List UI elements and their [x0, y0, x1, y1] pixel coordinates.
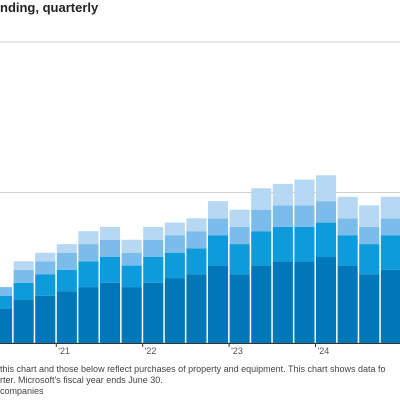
bar-q10-seg2: [186, 248, 207, 275]
bar-q6-seg3: [100, 239, 121, 257]
bar-q11-seg4: [208, 201, 229, 219]
bar-q2-seg4: [13, 261, 34, 270]
bar-q14-seg3: [272, 205, 293, 227]
bar-q13-seg3: [251, 209, 272, 232]
bar-q15-seg2: [294, 226, 315, 262]
bar-q4-seg3: [56, 252, 77, 270]
bar-q13-seg4: [251, 188, 272, 210]
bar-q5-seg2: [78, 261, 99, 288]
bar-q19-seg3: [380, 218, 400, 236]
note-line: this chart and those below reflect purch…: [0, 364, 386, 374]
bar-q11-seg1: [208, 265, 229, 343]
bar-q9-seg1: [164, 278, 185, 343]
x-axis: '21 '22 '23 '24: [55, 343, 330, 356]
bar-q5-seg1: [78, 287, 99, 343]
bar-q16-seg1: [316, 257, 337, 343]
bar-q8-seg4: [143, 226, 164, 240]
bar-q3-seg1: [35, 295, 56, 343]
bar-q8-seg2: [143, 257, 164, 283]
bar-q16-seg3: [316, 201, 337, 223]
bar-q9-seg3: [164, 235, 185, 253]
bar-q10-seg3: [186, 231, 207, 249]
bar-q15-seg4: [294, 179, 315, 206]
bar-q8-seg3: [143, 239, 164, 257]
bar-q16-seg2: [316, 222, 337, 257]
bar-q7-seg4: [121, 239, 142, 253]
bar-q18-seg4: [359, 205, 380, 227]
note-line: companies: [0, 386, 44, 396]
bar-q5-seg3: [78, 244, 99, 262]
bar-q13-seg2: [251, 231, 272, 266]
bar-q15-seg1: [294, 261, 315, 343]
bar-q19-seg2: [380, 235, 400, 270]
bar-q4-seg4: [56, 244, 77, 253]
bar-q2-seg1: [13, 300, 34, 343]
bar-q2-seg2: [13, 282, 34, 300]
bar-q18-seg3: [359, 226, 380, 245]
stacked-bar-chart: '21 '22 '23 '24: [0, 41, 400, 356]
bar-q18-seg1: [359, 274, 380, 343]
bar-q9-seg2: [164, 252, 185, 279]
bar-q11-seg2: [208, 235, 229, 266]
x-tick-label: '24: [318, 346, 330, 356]
bar-q14-seg1: [272, 261, 293, 343]
bar-q8-seg1: [143, 282, 164, 343]
bar-q15-seg3: [294, 205, 315, 227]
bar-q14-seg2: [272, 226, 293, 262]
chart-notes: this chart and those below reflect purch…: [0, 364, 400, 397]
bar-q17-seg3: [337, 218, 358, 236]
x-tick-label: '22: [145, 346, 157, 356]
bar-q12-seg4: [229, 209, 250, 227]
bar-q4-seg2: [56, 269, 77, 292]
bar-q3-seg2: [35, 274, 56, 296]
note-line: rter. Microsoft's fiscal year ends June …: [0, 375, 163, 385]
bar-q6-seg1: [100, 282, 121, 343]
bar-q13-seg1: [251, 265, 272, 343]
bar-q5-seg4: [78, 231, 99, 245]
bar-q3-seg3: [35, 261, 56, 275]
bar-q7-seg1: [121, 287, 142, 343]
chart-title: nding, quarterly: [0, 0, 99, 15]
bar-q6-seg4: [100, 226, 121, 240]
x-tick-label: '21: [58, 346, 70, 356]
bar-q1-seg2: [0, 295, 13, 309]
bar-q9-seg4: [164, 222, 185, 236]
bar-q19-seg4: [380, 196, 400, 219]
bar-q16-seg4: [316, 175, 337, 202]
bar-q10-seg1: [186, 274, 207, 343]
bar-q17-seg2: [337, 235, 358, 266]
bar-q17-seg1: [337, 265, 358, 343]
x-tick-label: '23: [231, 346, 243, 356]
bar-q3-seg4: [35, 252, 56, 262]
bar-q12-seg1: [229, 274, 250, 343]
bars: [0, 175, 400, 343]
bar-q12-seg2: [229, 244, 250, 275]
bar-q6-seg2: [100, 257, 121, 283]
bar-q18-seg2: [359, 244, 380, 275]
bar-q7-seg2: [121, 265, 142, 288]
bar-q12-seg3: [229, 226, 250, 245]
bar-q14-seg4: [272, 183, 293, 206]
bar-q17-seg4: [337, 196, 358, 219]
bar-q4-seg1: [56, 291, 77, 343]
bar-q19-seg1: [380, 269, 400, 343]
bar-q2-seg3: [13, 269, 34, 283]
bar-q11-seg3: [208, 218, 229, 236]
bar-q1-seg1: [0, 308, 13, 343]
bar-q7-seg3: [121, 252, 142, 266]
bar-q1-seg3: [0, 287, 13, 296]
bar-q10-seg4: [186, 218, 207, 232]
